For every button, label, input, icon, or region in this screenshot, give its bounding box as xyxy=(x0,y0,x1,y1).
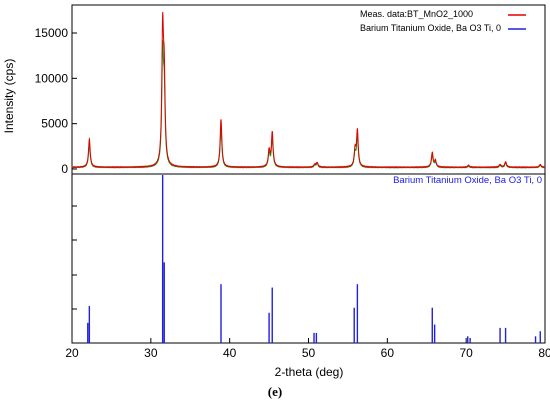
reference-sticks xyxy=(87,175,541,343)
x-tick-label: 70 xyxy=(459,346,473,360)
y-tick-label: 10000 xyxy=(35,71,69,85)
reference-phase-label: Barium Titanium Oxide, Ba O3 Ti, 0 xyxy=(393,175,542,186)
x-tick-label: 80 xyxy=(538,346,550,360)
y-axis-ticks: 0 5000 10000 15000 xyxy=(35,26,77,176)
measured-pattern-line xyxy=(71,12,546,169)
legend-label-reference: Barium Titanium Oxide, Ba O3 Ti, 0 xyxy=(360,23,501,33)
fitted-pattern-line xyxy=(71,40,546,169)
y-tick-label: 5000 xyxy=(41,117,68,131)
x-tick-label: 60 xyxy=(381,346,395,360)
x-axis-ticks: 20 30 40 50 60 70 80 xyxy=(65,338,550,360)
legend-label-measured: Meas. data:BT_MnO2_1000 xyxy=(360,9,473,19)
x-tick-label: 30 xyxy=(144,346,158,360)
y-tick-label: 15000 xyxy=(35,26,69,40)
x-tick-label: 40 xyxy=(223,346,237,360)
legend: Meas. data:BT_MnO2_1000 Barium Titanium … xyxy=(360,9,526,33)
y-axis-label: Intensity (cps) xyxy=(2,59,16,134)
y-tick-label: 0 xyxy=(61,162,68,176)
x-tick-label: 50 xyxy=(302,346,316,360)
x-tick-label: 20 xyxy=(65,346,79,360)
x-axis-label: 2-theta (deg) xyxy=(275,365,344,379)
reference-y-ticks xyxy=(72,173,77,310)
figure-caption: (e) xyxy=(267,384,283,399)
